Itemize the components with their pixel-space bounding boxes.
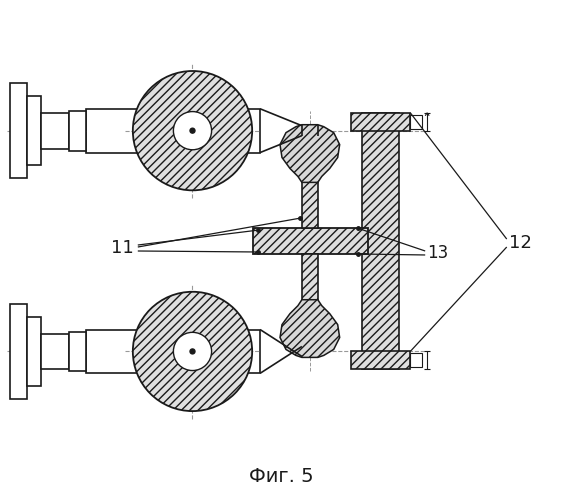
Polygon shape (280, 300, 339, 358)
Bar (42, 334, 69, 370)
Bar (302, 182, 318, 228)
Bar (86, 109, 260, 152)
Bar (351, 113, 410, 130)
Circle shape (190, 128, 195, 133)
Bar (10, 83, 28, 178)
Bar (28, 316, 42, 386)
Bar (28, 96, 42, 166)
Bar (69, 111, 86, 150)
Text: 13: 13 (427, 244, 448, 262)
Circle shape (190, 349, 195, 354)
Circle shape (174, 112, 211, 150)
Bar (10, 304, 28, 399)
Text: 12: 12 (509, 234, 532, 252)
Bar (86, 330, 260, 374)
Bar (69, 332, 86, 372)
Bar (302, 254, 318, 300)
Bar (410, 354, 422, 368)
Bar (410, 115, 422, 128)
Bar (351, 352, 410, 370)
Polygon shape (280, 124, 339, 182)
Bar (361, 113, 400, 370)
Circle shape (133, 71, 252, 190)
Bar (42, 113, 69, 148)
Circle shape (133, 292, 252, 411)
Text: 11: 11 (111, 239, 134, 257)
Circle shape (174, 332, 211, 370)
Bar (253, 228, 368, 254)
Text: Фиг. 5: Фиг. 5 (249, 467, 313, 486)
